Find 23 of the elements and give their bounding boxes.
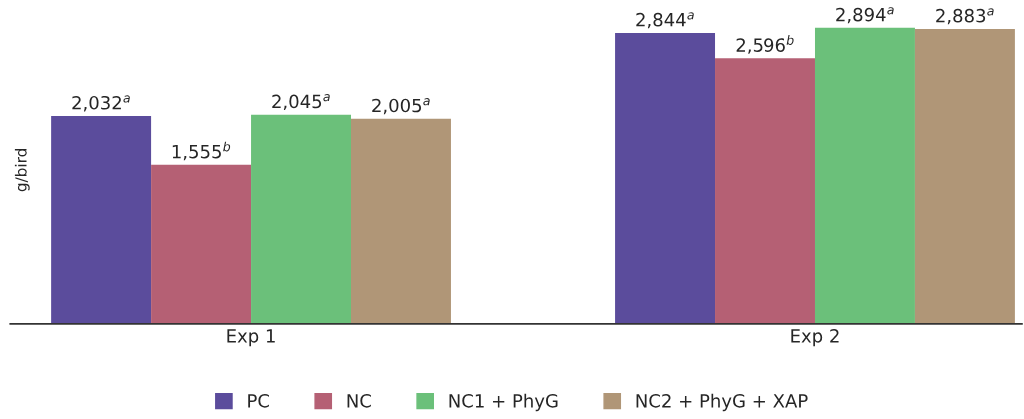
data-label: 2,894$^{a}$ [836, 7, 894, 24]
bar [715, 58, 815, 324]
legend-label: NC [347, 393, 371, 408]
data-label: 2,844$^{a}$ [636, 12, 694, 29]
data-label: 2,596$^{b}$ [736, 35, 794, 54]
bar [351, 118, 451, 324]
legend-label: PC [248, 393, 269, 408]
bar [615, 32, 716, 324]
bar [151, 164, 252, 324]
x-tick-label: Exp 2 [791, 329, 839, 347]
data-label: 1,555$^{b}$ [172, 141, 231, 161]
legend-label: NC2 + PhyG + XAP [636, 393, 808, 412]
bar [251, 114, 351, 324]
legend-label: NC1 + PhyG [449, 393, 558, 412]
bar [51, 115, 152, 324]
y-axis-title: g/bird [14, 149, 30, 192]
bar [914, 28, 1015, 324]
data-label: 2,045$^{a}$ [272, 94, 330, 111]
bar [814, 27, 915, 324]
data-label: 2,032$^{a}$ [72, 95, 130, 112]
x-tick-label: Exp 1 [227, 329, 275, 347]
data-label: 2,883$^{a}$ [936, 8, 994, 25]
data-label: 2,005$^{a}$ [372, 98, 430, 115]
